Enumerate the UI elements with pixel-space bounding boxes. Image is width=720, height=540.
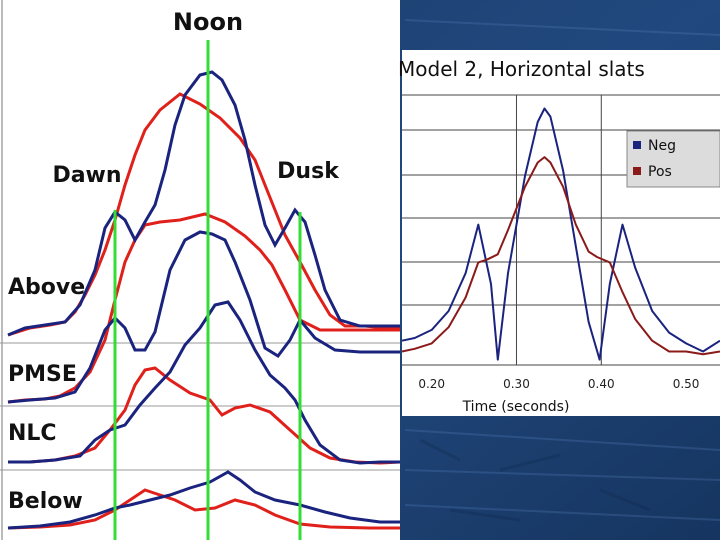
- trace-blue-above: [7, 70, 400, 337]
- legend-swatch-neg: [633, 141, 641, 149]
- legend-swatch-pos: [633, 167, 641, 175]
- dusk-label: Dusk: [277, 159, 340, 184]
- x-tick-label: 0.40: [588, 377, 615, 391]
- row-label-above: Above: [8, 275, 85, 300]
- noon-label: Noon: [173, 8, 243, 36]
- trace-blue-nlc: [8, 300, 400, 465]
- legend: Neg Pos: [626, 130, 720, 188]
- x-tick-label: 0.50: [673, 377, 700, 391]
- legend-box: [626, 130, 720, 188]
- row-label-nlc: NLC: [8, 421, 57, 446]
- trace-blue-below: [7, 470, 400, 530]
- trace-blue-pmse: [7, 230, 400, 404]
- dawn-label: Dawn: [52, 163, 121, 188]
- trace-red-below: [7, 488, 400, 530]
- right-panel-background: [402, 50, 720, 416]
- plot-series: [401, 107, 720, 361]
- row-label-pmse: PMSE: [8, 362, 77, 387]
- series-line-neg: [401, 107, 720, 361]
- legend-label-pos: Pos: [648, 164, 672, 180]
- series-line-pos: [401, 156, 720, 356]
- x-axis-label: Time (seconds): [462, 399, 570, 415]
- chart-title: Model 2, Horizontal slats: [398, 57, 645, 81]
- legend-label-neg: Neg: [648, 138, 676, 154]
- row-label-below: Below: [8, 489, 83, 514]
- x-tick-labels: 0.20 0.30 0.40 0.50: [418, 377, 699, 391]
- right-panel-chart: Model 2, Horizontal slats 0.20 0.30 0.40 0.…: [398, 50, 720, 416]
- background-texture: [404, 19, 720, 522]
- left-panel-background: [0, 0, 400, 540]
- left-panel-chart: Noon Dawn Dusk Above PMSE NLC Below: [0, 0, 401, 540]
- trace-red-nlc: [8, 366, 401, 465]
- x-tick-label: 0.20: [418, 377, 445, 391]
- x-tick-label: 0.30: [503, 377, 530, 391]
